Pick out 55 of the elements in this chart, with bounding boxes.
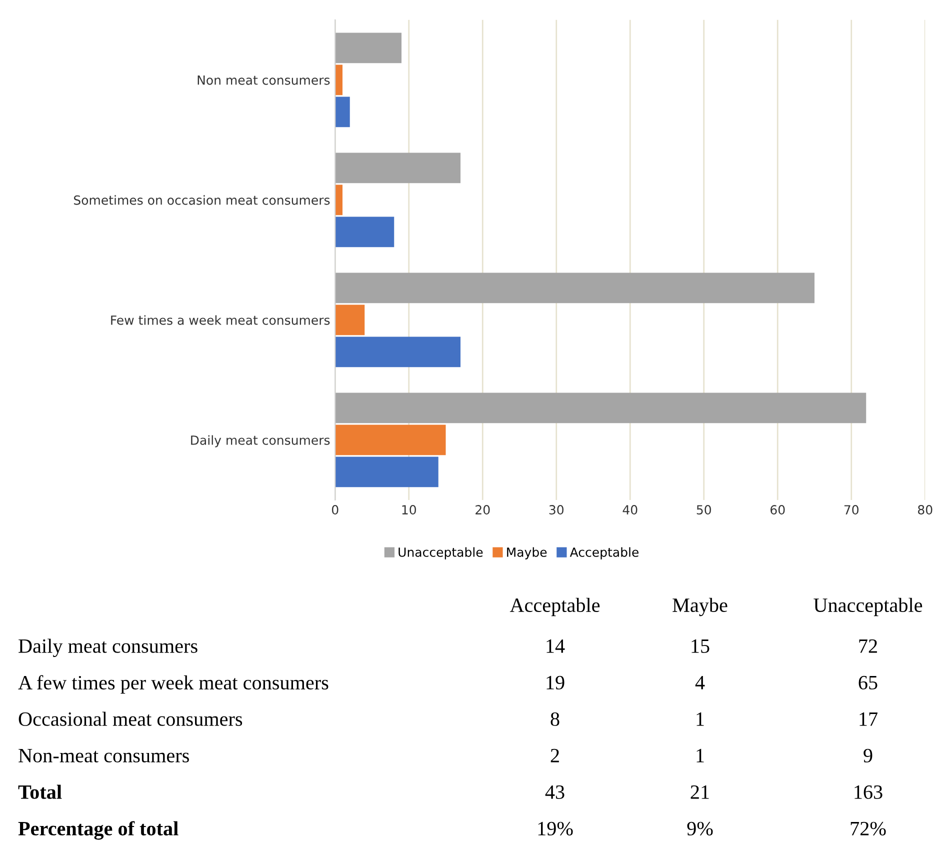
text: 65 [858, 676, 878, 690]
bar [335, 336, 460, 368]
bar [335, 32, 402, 64]
text: A few times per week meat consumers [18, 675, 328, 694]
text: 17 [860, 712, 878, 726]
text: 1 [696, 712, 704, 726]
text: Unacceptable [814, 598, 922, 616]
x-tick-label: 20 [476, 505, 490, 515]
text: 19 [546, 676, 564, 690]
bar [335, 96, 350, 128]
text: 2 [550, 748, 559, 762]
x-tick-label: 80 [918, 505, 932, 515]
x-tick-label: 30 [549, 505, 564, 515]
x-tick-label: 60 [770, 505, 785, 515]
x-tick-label: 40 [622, 505, 638, 515]
x-tick-label: 10 [402, 505, 416, 515]
text: 9% [687, 822, 713, 836]
x-tick-label: 0 [332, 505, 338, 515]
bar [335, 272, 814, 304]
text: 4 [695, 676, 705, 690]
bar [335, 304, 365, 336]
x-tick-label: 70 [844, 505, 858, 515]
legend-label: Unacceptable [398, 547, 483, 560]
legend-label: Acceptable [570, 547, 638, 560]
bar [335, 424, 446, 456]
text: 1 [696, 748, 704, 762]
text: Non-meat consumers [18, 749, 189, 762]
y-tick-label: Daily meat consumers [191, 435, 330, 448]
x-tick-label: 50 [696, 505, 711, 515]
text: Maybe [672, 598, 728, 616]
text: Total [18, 784, 62, 799]
bar [335, 456, 438, 488]
text: 163 [854, 785, 882, 799]
bar [335, 64, 342, 96]
text: Percentage of total [18, 821, 178, 840]
bar [335, 392, 866, 424]
text: Daily meat consumers [18, 638, 198, 658]
text: 19% [538, 822, 573, 836]
text: Occasional meat consumers [18, 712, 242, 726]
bar [335, 184, 342, 216]
bar [335, 216, 394, 248]
text: 21 [690, 785, 709, 799]
bar [335, 152, 460, 184]
legend-label: Maybe [507, 547, 547, 560]
text: 15 [692, 639, 710, 653]
text: 72% [850, 822, 886, 836]
y-tick-label: Few times a week meat consumers [111, 315, 330, 325]
y-tick-label: Sometimes on occasion meat consumers [74, 195, 330, 205]
text: 43 [545, 785, 564, 799]
text: 9 [864, 748, 872, 762]
text: Acceptable [510, 598, 600, 616]
text: 8 [550, 712, 560, 726]
text: 14 [546, 639, 565, 653]
text: 72 [859, 639, 877, 653]
y-tick-label: Non meat consumers [198, 76, 330, 85]
